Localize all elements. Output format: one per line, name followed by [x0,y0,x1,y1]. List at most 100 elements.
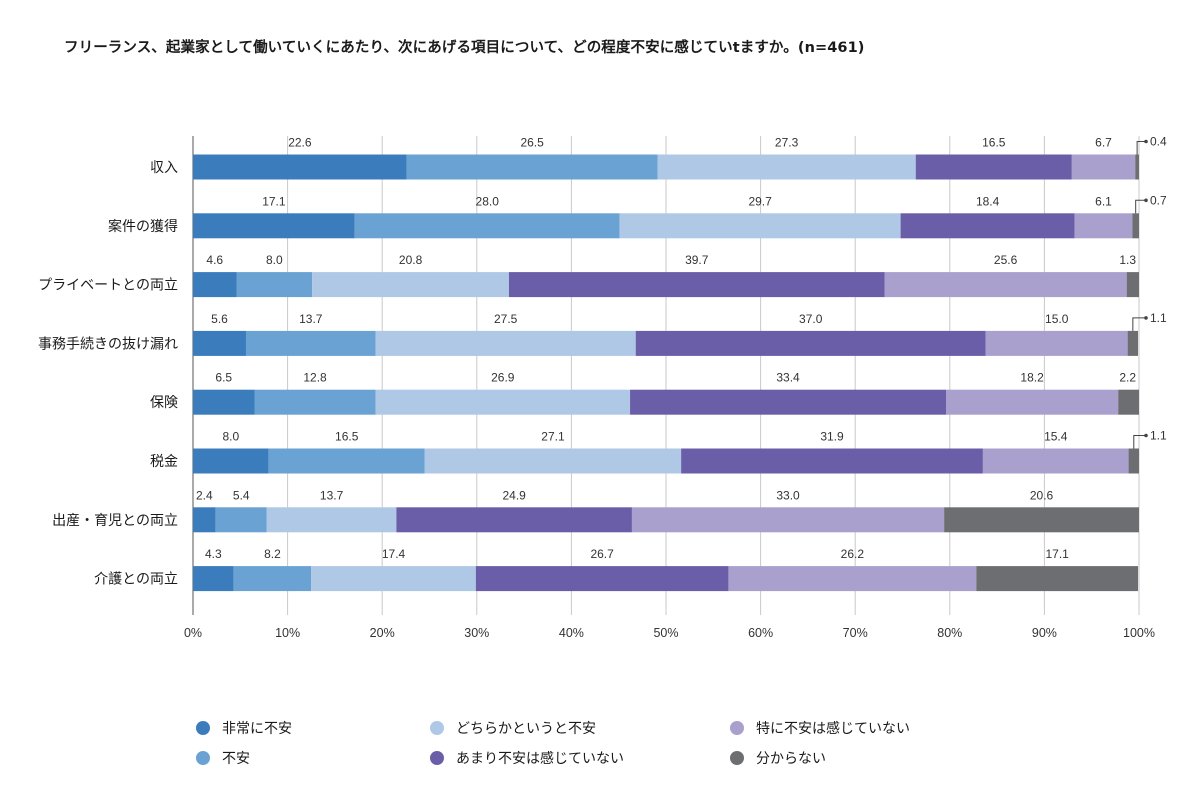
bar-segment [1127,330,1139,356]
category-label: 事務手続きの抜け漏れ [38,335,178,352]
bar-segment [635,330,986,356]
data-label: 16.5 [982,136,1006,150]
leader-line [1135,199,1145,214]
bar-segment [657,154,916,180]
bar-segment [396,507,632,533]
bar-segment [233,566,312,592]
data-label: 1.1 [1150,311,1167,325]
bar-segment [406,154,658,180]
bar-segment [193,154,407,180]
data-label: 1.3 [1119,253,1136,267]
data-label: 26.9 [491,371,515,385]
category-label: 出産・育児との両立 [52,513,178,529]
x-tick-label: 40% [559,626,584,640]
legend-item-dont-know: 分からない [730,748,970,768]
bar-segment [193,330,246,356]
legend-item-anxious: 不安 [196,748,430,768]
data-label: 2.4 [196,488,213,502]
x-tick-label: 30% [464,626,489,640]
data-label: 12.8 [303,371,327,385]
data-label: 16.5 [335,430,359,444]
bar-segment [245,330,376,356]
data-label: 26.5 [520,136,544,150]
data-label: 26.2 [841,547,865,561]
bar-segment [424,448,682,474]
data-label: 31.9 [820,430,844,444]
category-label: 収入 [150,160,178,176]
data-label: 33.0 [776,488,800,502]
bar-segment [915,154,1072,180]
legend-swatch [196,721,210,735]
category-label: 介護との両立 [94,572,178,588]
x-tick-label: 90% [1032,626,1057,640]
bar-segment [236,272,313,298]
data-label: 22.6 [288,136,312,150]
bar-segment [681,448,983,474]
bar-segment [193,566,234,592]
bar-segment [268,448,425,474]
data-label: 0.7 [1150,193,1167,207]
bar-segment [475,566,729,592]
x-tick-label: 10% [275,626,300,640]
legend-swatch [196,751,210,765]
bar-segment [375,330,636,356]
bar-segment [1132,213,1139,239]
leader-dot [1144,316,1148,320]
data-label: 25.6 [994,253,1018,267]
category-label: 案件の獲得 [108,218,178,235]
bar-segment [985,330,1128,356]
data-label: 1.1 [1150,429,1167,443]
bar-segment [508,272,885,298]
leader-dot [1144,198,1148,203]
bar-segment [1135,154,1139,180]
data-label: 27.5 [494,312,518,326]
leader-dot [1144,433,1148,438]
bar-segment [311,566,476,592]
data-label: 13.7 [320,488,344,502]
data-label: 6.7 [1095,136,1112,150]
x-tick-label: 50% [653,626,678,640]
x-tick-label: 80% [937,626,962,640]
bar-segment [944,507,1139,533]
data-label: 2.2 [1119,371,1136,385]
legend-label: 特に不安は感じていない [756,721,910,737]
data-label: 20.8 [399,253,423,267]
data-label: 33.4 [776,371,800,385]
leader-line [1132,317,1145,331]
bar-segment [631,507,945,533]
legend-label: 非常に不安 [222,721,292,737]
bar-segment [900,213,1075,239]
x-tick-label: 70% [843,626,868,640]
legend: 非常に不安 どちらかというと不安 特に不安は感じていない 不安 あまり不安は感じ… [196,718,1016,768]
data-label: 5.6 [211,312,228,326]
data-label: 4.6 [206,253,223,267]
bar-segment [630,389,947,415]
legend-item-very-anxious: 非常に不安 [196,718,430,738]
stacked-bar-chart: 0% 10% 20% 30% 40% 50% 60% 70% 80% 90% 100% 収入 22.6 2… [38,135,1167,641]
data-label: 17.1 [1045,547,1069,561]
bar-segment [1118,389,1139,415]
bar-segment [193,272,237,298]
leader-line [1136,141,1145,155]
category-label: 保険 [150,395,178,411]
category-label: プライベートとの両立 [38,278,178,294]
data-label: 17.4 [382,547,406,561]
data-label: 18.4 [976,194,1000,208]
chart-title: フリーランス、起業家として働いていくにあたり、次にあげる項目について、どの程度不… [64,40,865,56]
data-label: 8.0 [266,253,283,267]
data-label: 8.2 [264,547,281,561]
data-label: 24.9 [502,488,526,502]
bar-segment [312,272,509,298]
bar-segment [946,389,1119,415]
x-tick-label: 0% [184,626,202,640]
legend-label: あまり不安は感じていない [456,751,624,767]
x-tick-label: 20% [370,626,395,640]
x-tick-label: 100% [1123,626,1155,640]
x-tick-label: 60% [748,626,773,640]
leader-dot [1144,139,1148,144]
bar-segment [619,213,901,239]
data-label: 6.5 [215,371,232,385]
legend-swatch [430,721,444,735]
bar-segment [193,389,255,415]
bar-segment [193,448,269,474]
